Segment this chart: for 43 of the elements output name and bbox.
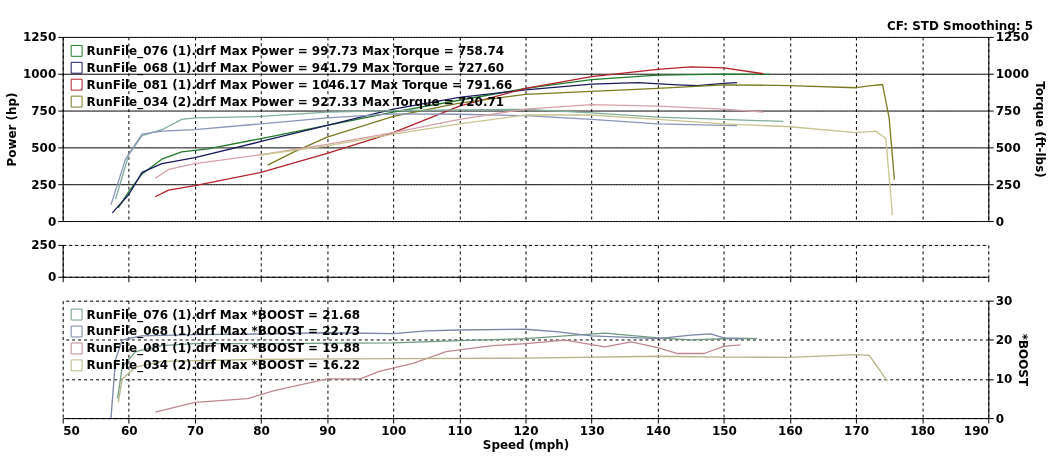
y-tick-label: 500 bbox=[31, 140, 57, 155]
x-axis-title: Speed (mph) bbox=[482, 438, 570, 453]
y-tick-label: 0 bbox=[47, 214, 57, 229]
x-tick-label: 60 bbox=[121, 423, 138, 438]
y2-tick-label: 1000 bbox=[995, 67, 1029, 82]
x-tick-label: 170 bbox=[844, 423, 870, 438]
legend-label: RunFile_034 (2).drf Max *BOOST = 16.22 bbox=[86, 358, 361, 374]
x-tick-label: 160 bbox=[777, 423, 803, 438]
x-tick-label: 190 bbox=[963, 423, 989, 438]
legend-label: RunFile_068 (1).drf Max Power = 941.79 Max Torque = 727.60 bbox=[86, 60, 505, 76]
y-tick-label: 250 bbox=[31, 177, 57, 192]
y-tick-label: 750 bbox=[31, 104, 57, 119]
x-tick-label: 120 bbox=[513, 423, 539, 438]
y2-tick-label: 0 bbox=[995, 214, 1005, 229]
y2-tick-label: 0 bbox=[995, 411, 1005, 426]
y-tick-label: 250 bbox=[31, 238, 57, 253]
legend-label: RunFile_076 (1).drf Max *BOOST = 21.68 bbox=[86, 307, 361, 323]
y-tick-label: 1250 bbox=[23, 30, 57, 45]
y2-tick-label: 500 bbox=[995, 140, 1021, 155]
x-tick-label: 90 bbox=[319, 423, 336, 438]
y2-axis-title: *BOOST bbox=[1016, 333, 1031, 387]
x-tick-label: 130 bbox=[579, 423, 605, 438]
y-tick-label: 1000 bbox=[23, 67, 57, 82]
text: CF: STD Smoothing: 5 bbox=[887, 18, 1034, 33]
y2-tick-label: 750 bbox=[995, 104, 1021, 119]
y2-tick-label: 30 bbox=[995, 294, 1013, 309]
y2-tick-label: 10 bbox=[995, 372, 1013, 387]
legend-label: RunFile_068 (1).drf Max *BOOST = 22.73 bbox=[86, 324, 361, 340]
y2-axis-title: Torque (ft-lbs) bbox=[1032, 81, 1047, 178]
y2-tick-label: 20 bbox=[995, 333, 1013, 348]
x-tick-label: 110 bbox=[447, 423, 473, 438]
x-tick-label: 70 bbox=[187, 423, 204, 438]
y-tick-label: 0 bbox=[47, 270, 57, 285]
y2-tick-label: 250 bbox=[995, 177, 1021, 192]
x-tick-label: 140 bbox=[645, 423, 671, 438]
x-tick-label: 50 bbox=[63, 423, 80, 438]
x-tick-label: 180 bbox=[910, 423, 936, 438]
legend-label: RunFile_081 (1).drf Max Power = 1046.17 Max Torque = 791.66 bbox=[86, 77, 513, 93]
x-tick-label: 150 bbox=[711, 423, 737, 438]
y-axis-title: Power (hp) bbox=[5, 92, 20, 167]
legend-label: RunFile_076 (1).drf Max Power = 997.73 Max Torque = 758.74 bbox=[86, 43, 505, 59]
x-tick-label: 80 bbox=[253, 423, 270, 438]
x-tick-label: 100 bbox=[381, 423, 407, 438]
